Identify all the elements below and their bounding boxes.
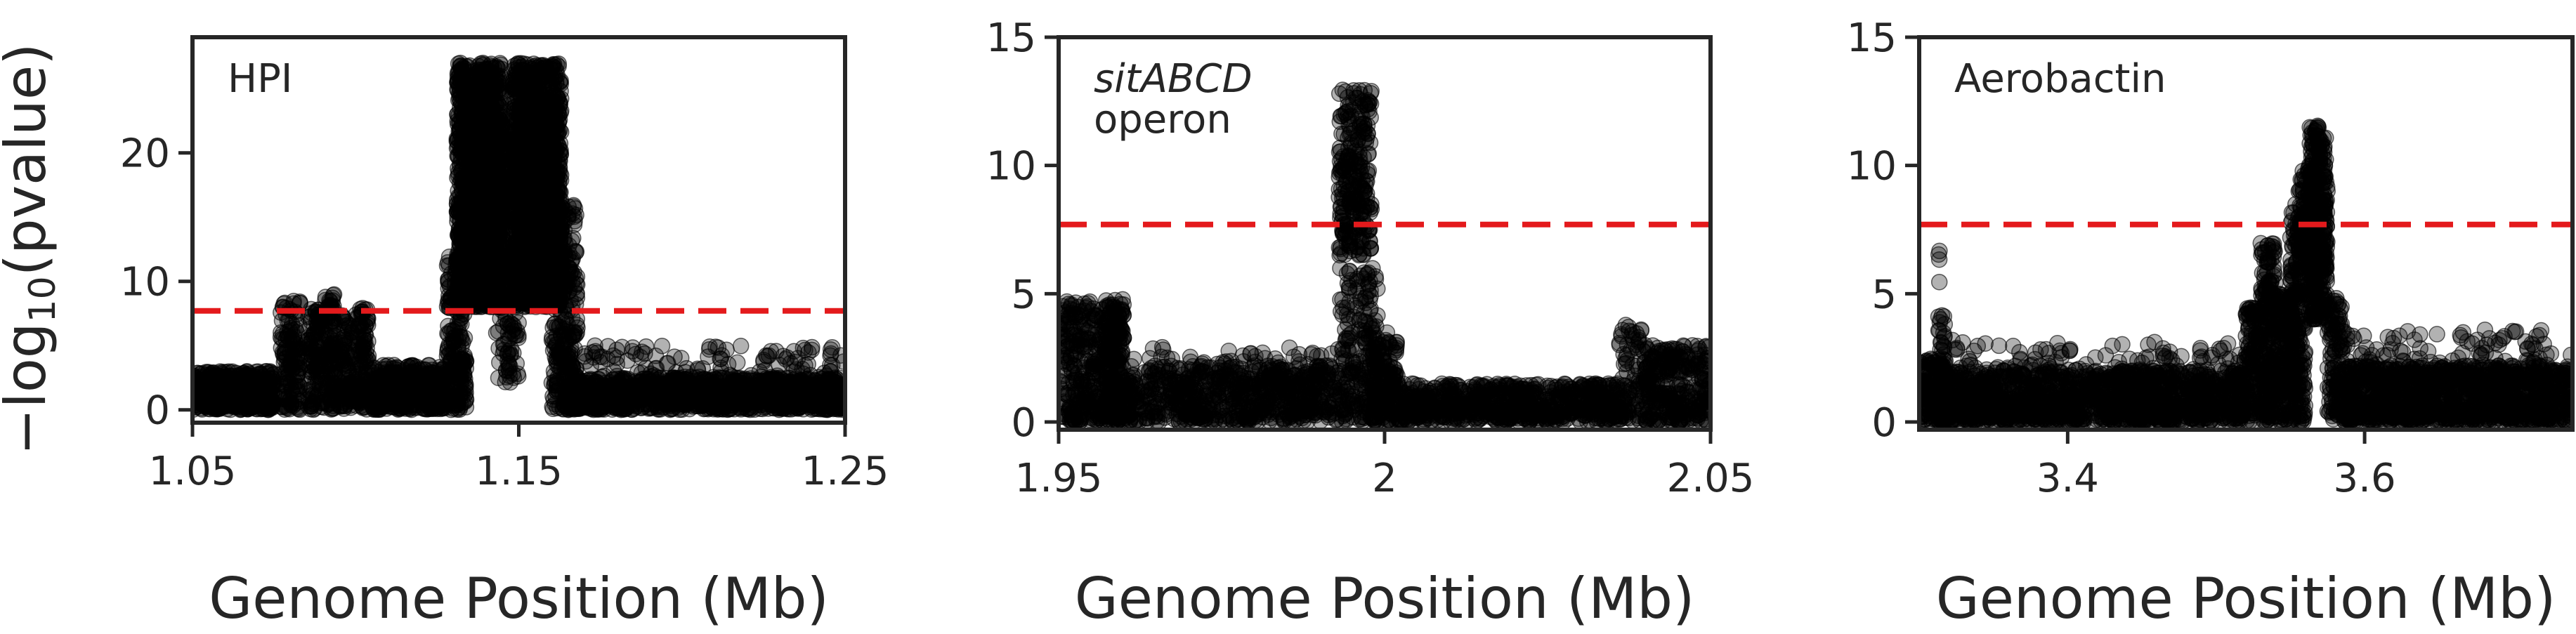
data-point [506, 71, 523, 88]
data-point [534, 180, 551, 197]
data-point [490, 223, 507, 241]
data-point [233, 400, 250, 418]
data-point [551, 201, 569, 218]
data-point [202, 398, 219, 416]
data-point [516, 294, 533, 311]
y-axis-label-suffix: (pvalue) [0, 44, 58, 277]
data-point [491, 354, 508, 371]
data-point [449, 112, 466, 130]
data-point [516, 187, 533, 205]
data-point [549, 103, 566, 120]
data-point [472, 259, 489, 277]
scatter-points [192, 54, 845, 418]
data-point [440, 366, 457, 383]
data-point [423, 375, 440, 392]
data-point [247, 395, 263, 413]
data-point [489, 189, 506, 206]
data-point [466, 154, 483, 172]
data-point [403, 363, 420, 380]
data-point [472, 114, 490, 131]
data-point [365, 375, 383, 392]
data-point [488, 209, 505, 227]
data-point [233, 371, 249, 388]
data-point [511, 97, 528, 114]
data-point [545, 69, 562, 86]
data-point [563, 232, 580, 249]
data-point [527, 271, 544, 288]
data-point [468, 280, 485, 298]
data-point [516, 136, 533, 153]
data-point [453, 171, 471, 188]
data-point [535, 57, 551, 74]
data-point [299, 332, 317, 349]
data-point [396, 398, 413, 416]
data-point [544, 272, 561, 289]
data-point [466, 215, 483, 232]
data-point [457, 267, 475, 284]
data-point [551, 318, 568, 335]
data-point [449, 132, 466, 150]
data-point [331, 348, 348, 364]
data-point [445, 397, 462, 414]
data-point [377, 397, 395, 415]
data-point [562, 291, 580, 309]
y-axis-label: −log10(pvalue) [0, 44, 64, 456]
data-point [355, 322, 372, 338]
data-point [315, 393, 332, 411]
data-point [439, 339, 457, 356]
data-point [506, 320, 523, 338]
data-point [444, 379, 461, 397]
y-axis-label-prefix: −log [0, 322, 58, 455]
data-point [550, 358, 568, 375]
data-point [548, 173, 565, 190]
data-point [525, 255, 542, 272]
data-point [525, 148, 542, 166]
data-point [285, 397, 302, 414]
data-point [206, 382, 223, 399]
data-point [279, 374, 296, 391]
data-point [513, 117, 530, 133]
data-point [504, 158, 521, 175]
y-axis-label-subscript: 10 [22, 276, 64, 322]
data-point [488, 282, 505, 300]
data-point [505, 242, 522, 259]
data-point [453, 60, 470, 78]
data-point [509, 365, 526, 383]
data-point [451, 327, 469, 345]
data-point [473, 95, 490, 112]
data-point [455, 358, 472, 376]
data-point [522, 218, 539, 235]
